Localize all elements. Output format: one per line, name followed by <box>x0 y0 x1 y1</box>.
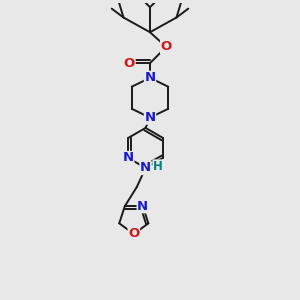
Text: N: N <box>140 161 151 175</box>
Text: H: H <box>153 160 163 173</box>
Text: N: N <box>144 111 156 124</box>
Text: N: N <box>137 200 148 213</box>
Text: N: N <box>123 152 134 164</box>
Text: N: N <box>144 71 156 84</box>
Text: O: O <box>160 40 172 53</box>
Text: O: O <box>124 57 135 70</box>
Text: O: O <box>128 227 140 240</box>
